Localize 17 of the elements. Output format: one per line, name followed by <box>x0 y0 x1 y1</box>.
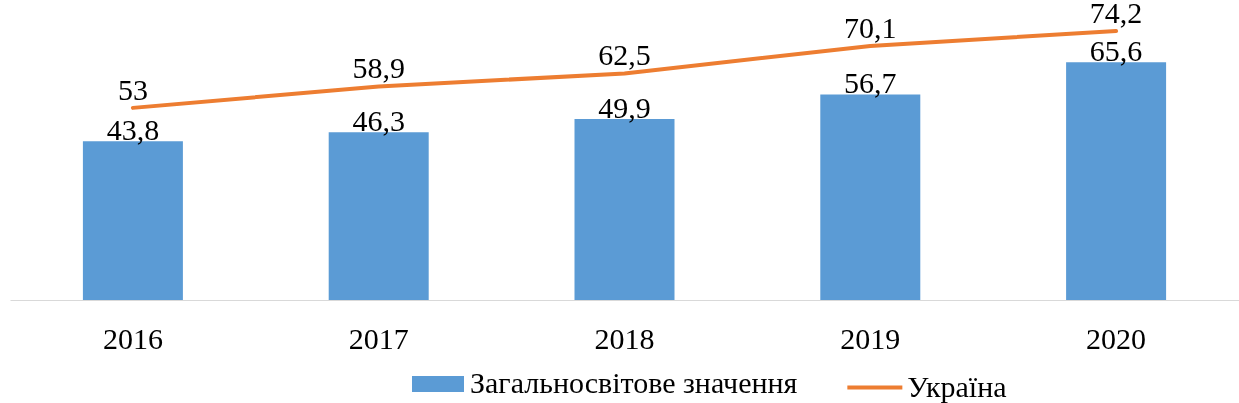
data-label: 70,1 <box>844 10 897 44</box>
x-tick-label: 2019 <box>840 321 901 355</box>
x-tick-label: 2020 <box>1086 321 1147 355</box>
x-tick-label: 2018 <box>594 321 655 355</box>
data-label: 65,6 <box>1089 34 1143 68</box>
data-label: 53 <box>117 72 148 106</box>
x-tick-label: 2017 <box>348 321 409 355</box>
data-label: 46,3 <box>352 104 405 138</box>
data-label: 62,5 <box>598 38 651 72</box>
legend-label: Україна <box>907 369 1007 403</box>
data-label: 49,9 <box>598 91 651 125</box>
legend-label: Загальносвітове значення <box>470 366 798 399</box>
data-label: 43,8 <box>106 113 160 147</box>
data-label: 56,7 <box>844 66 897 100</box>
data-label: 74,2 <box>1089 0 1143 30</box>
data-label: 58,9 <box>352 51 405 85</box>
x-tick-label: 2016 <box>102 321 163 355</box>
